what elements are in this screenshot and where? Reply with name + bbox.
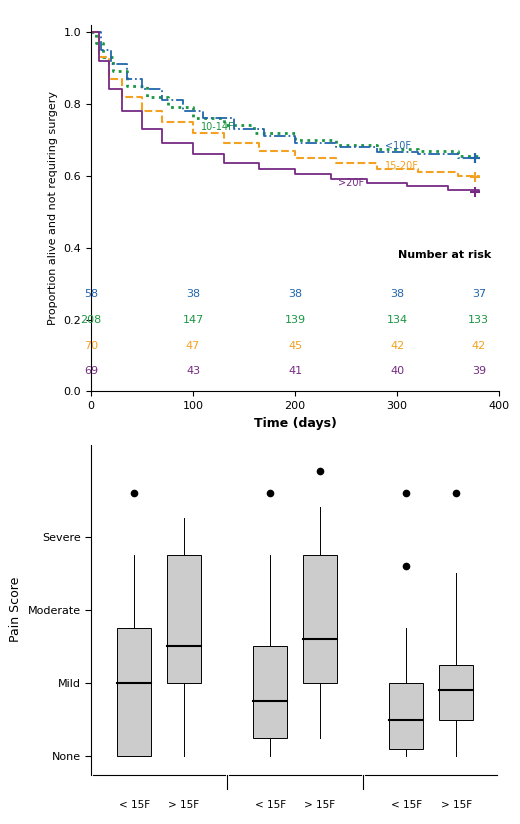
Bar <box>439 665 473 719</box>
Bar <box>253 646 287 738</box>
Text: 38: 38 <box>186 289 200 299</box>
Text: 41: 41 <box>288 366 302 377</box>
Text: 58: 58 <box>84 289 98 299</box>
Text: 133: 133 <box>469 315 489 325</box>
Text: 10-14F: 10-14F <box>201 122 235 132</box>
Text: <10F: <10F <box>385 142 411 152</box>
Text: 39: 39 <box>472 366 486 377</box>
Text: < 15F: < 15F <box>391 800 422 810</box>
Text: > 15F: > 15F <box>168 800 200 810</box>
Text: 47: 47 <box>186 340 200 350</box>
Text: 134: 134 <box>386 315 408 325</box>
Y-axis label: Proportion alive and not requiring surgery: Proportion alive and not requiring surge… <box>48 91 58 325</box>
Text: 139: 139 <box>284 315 306 325</box>
Text: 69: 69 <box>84 366 98 377</box>
Text: 147: 147 <box>183 315 204 325</box>
Text: 38: 38 <box>288 289 302 299</box>
X-axis label: Time (days): Time (days) <box>254 417 336 429</box>
Text: 45: 45 <box>288 340 302 350</box>
Text: 43: 43 <box>186 366 200 377</box>
Text: > 15F: > 15F <box>440 800 472 810</box>
Text: 42: 42 <box>472 340 486 350</box>
Text: 70: 70 <box>84 340 98 350</box>
Text: > 15F: > 15F <box>305 800 335 810</box>
Bar <box>167 555 201 683</box>
Y-axis label: Pain Score: Pain Score <box>9 577 22 643</box>
Text: 37: 37 <box>472 289 486 299</box>
Text: Number at risk: Number at risk <box>398 250 491 260</box>
Text: 208: 208 <box>81 315 101 325</box>
Text: 40: 40 <box>390 366 404 377</box>
Bar <box>389 683 423 749</box>
Text: < 15F: < 15F <box>119 800 150 810</box>
Text: >20F: >20F <box>338 178 364 188</box>
Text: 42: 42 <box>390 340 404 350</box>
Bar <box>303 555 337 683</box>
Text: 15-20F: 15-20F <box>385 161 419 171</box>
Text: < 15F: < 15F <box>255 800 285 810</box>
Bar <box>117 628 151 756</box>
Text: 38: 38 <box>390 289 404 299</box>
